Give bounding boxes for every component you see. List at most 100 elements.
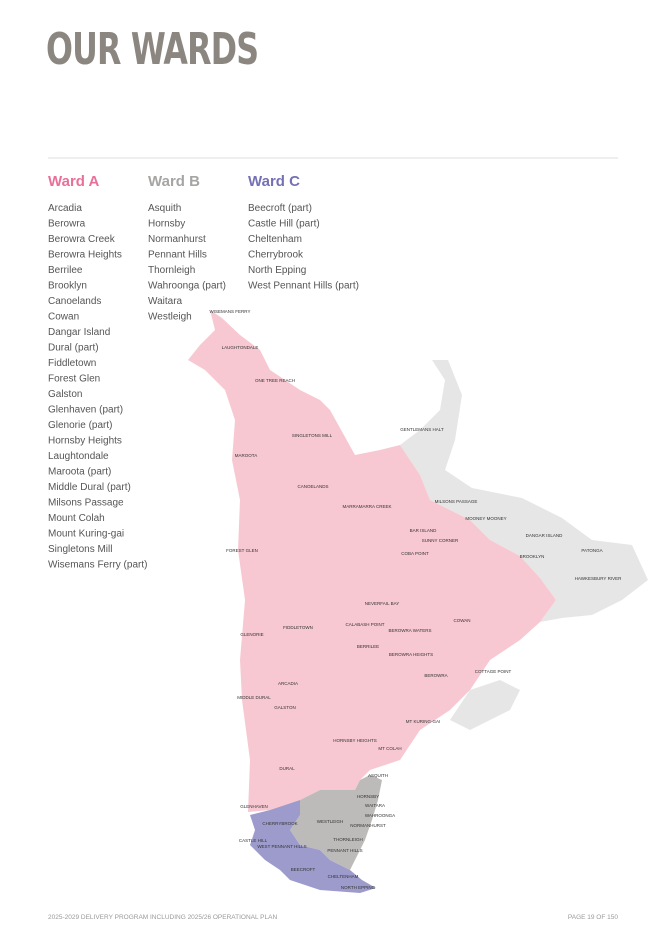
- map-label: GALSTON: [274, 705, 295, 710]
- map-label: BAR ISLAND: [410, 528, 438, 533]
- suburb: Cheltenham: [248, 234, 302, 245]
- map-label: GENTLEMANS HALT: [400, 427, 444, 432]
- map-label: SINGLETONS MILL: [292, 433, 333, 438]
- map-label: BROOKLYN: [520, 554, 545, 559]
- map-label: CANOELANDS: [297, 484, 328, 489]
- map-label: FOREST GLEN: [226, 548, 258, 553]
- suburb: Hornsby Heights: [48, 436, 122, 447]
- map-label: CHERRYBROOK: [262, 821, 297, 826]
- suburb: Laughtondale: [48, 451, 109, 462]
- waterway: [450, 680, 520, 730]
- suburb: Mount Kuring-gai: [48, 529, 124, 540]
- suburb: Berowra Creek: [48, 234, 116, 245]
- map-label: NORTH EPPING: [341, 885, 376, 890]
- suburb: Castle Hill (part): [248, 219, 320, 230]
- ward-a-area: [188, 310, 556, 812]
- map-label: ONE TREE REACH: [255, 378, 295, 383]
- map-label: COBA POINT: [401, 551, 429, 556]
- suburb: Normanhurst: [148, 234, 206, 245]
- map-label: MOONEY MOONEY: [465, 516, 506, 521]
- suburb: Berrilee: [48, 265, 83, 276]
- map-label: COWAN: [453, 618, 470, 623]
- suburb: Middle Dural (part): [48, 482, 131, 493]
- map-label: MIDDLE DURAL: [237, 695, 271, 700]
- ward-heading: Ward A: [48, 173, 100, 190]
- suburb: Glenorie (part): [48, 420, 112, 431]
- footer-right: PAGE 19 OF 150: [568, 914, 618, 921]
- ward-heading: Ward B: [148, 173, 200, 190]
- suburb: Dural (part): [48, 343, 99, 354]
- map-label: MAROOTA: [235, 453, 257, 458]
- map-label: DURAL: [279, 766, 295, 771]
- suburb: Forest Glen: [48, 374, 100, 385]
- suburb: Westleigh: [148, 312, 192, 323]
- map-label: WESTLEIGH: [317, 819, 344, 824]
- suburb: Hornsby: [148, 219, 185, 230]
- suburb: Canoelands: [48, 296, 101, 307]
- suburb: West Pennant Hills (part): [248, 281, 359, 292]
- map-label: HORNSBY: [357, 794, 379, 799]
- waterway: [400, 360, 648, 622]
- suburb: Brooklyn: [48, 281, 87, 292]
- suburb: Arcadia: [48, 203, 82, 214]
- map-label: PATONGA: [581, 548, 602, 553]
- map-label: WAHROONGA: [365, 813, 395, 818]
- map-label: BEECROFT: [291, 867, 316, 872]
- suburb: Fiddletown: [48, 358, 96, 369]
- map-label: GLENORIE: [240, 632, 263, 637]
- suburb: Mount Colah: [48, 513, 105, 524]
- page-title: OUR WARDS: [46, 24, 259, 75]
- map: [188, 310, 648, 893]
- map-label: NORMANHURST: [350, 823, 386, 828]
- map-label: COTTAGE POINT: [475, 669, 512, 674]
- suburb: Asquith: [148, 203, 181, 214]
- map-label: THORNLEIGH: [333, 837, 363, 842]
- ward-b-area: [290, 775, 382, 870]
- suburb: Thornleigh: [148, 265, 195, 276]
- map-label: BERRILEE: [357, 644, 379, 649]
- map-label: BEROWRA WATERS: [388, 628, 431, 633]
- suburb: Berowra Heights: [48, 250, 122, 261]
- suburb: Wahroonga (part): [148, 281, 226, 292]
- map-label: DANGAR ISLAND: [526, 533, 564, 538]
- map-label: WAITARA: [365, 803, 385, 808]
- map-label: BEROWRA HEIGHTS: [389, 652, 433, 657]
- suburb: Wisemans Ferry (part): [48, 560, 147, 571]
- map-label: HORNSBY HEIGHTS: [333, 738, 376, 743]
- suburb: Milsons Passage: [48, 498, 124, 509]
- map-label: MARRAMARRA CREEK: [342, 504, 391, 509]
- map-label: GLENHAVEN: [240, 804, 267, 809]
- map-label: LAUGHTONDALE: [222, 345, 259, 350]
- map-label: CALABASH POINT: [345, 622, 384, 627]
- map-label: WEST PENNANT HILLS: [257, 844, 306, 849]
- suburb: Glenhaven (part): [48, 405, 123, 416]
- map-label: CASTLE HILL: [239, 838, 268, 843]
- suburb: Galston: [48, 389, 82, 400]
- ward-heading: Ward C: [248, 173, 300, 190]
- map-label: ASQUITH: [368, 773, 388, 778]
- suburb: Maroota (part): [48, 467, 111, 478]
- suburb: North Epping: [248, 265, 306, 276]
- suburb: Singletons Mill: [48, 544, 112, 555]
- map-label: HAWKESBURY RIVER: [575, 576, 622, 581]
- ward-c-area: [250, 800, 376, 893]
- map-label: PENNANT HILLS: [327, 848, 362, 853]
- suburb: Cherrybrook: [248, 250, 304, 261]
- suburb: Cowan: [48, 312, 79, 323]
- suburb: Berowra: [48, 219, 86, 230]
- suburb: Beecroft (part): [248, 203, 312, 214]
- suburb: Dangar Island: [48, 327, 110, 338]
- map-label: BEROWRA: [424, 673, 447, 678]
- suburb: Pennant Hills: [148, 250, 207, 261]
- map-label: MILSONS PASSAGE: [435, 499, 478, 504]
- map-label: NEVERFAIL BAY: [365, 601, 400, 606]
- map-label: FIDDLETOWN: [283, 625, 313, 630]
- map-label: MT COLAH: [378, 746, 401, 751]
- map-label: SUNNY CORNER: [422, 538, 459, 543]
- map-label: CHELTENHAM: [328, 874, 359, 879]
- map-label: WISEMANS FERRY: [210, 309, 251, 314]
- map-label: ARCADIA: [278, 681, 298, 686]
- suburb: Waitara: [148, 296, 183, 307]
